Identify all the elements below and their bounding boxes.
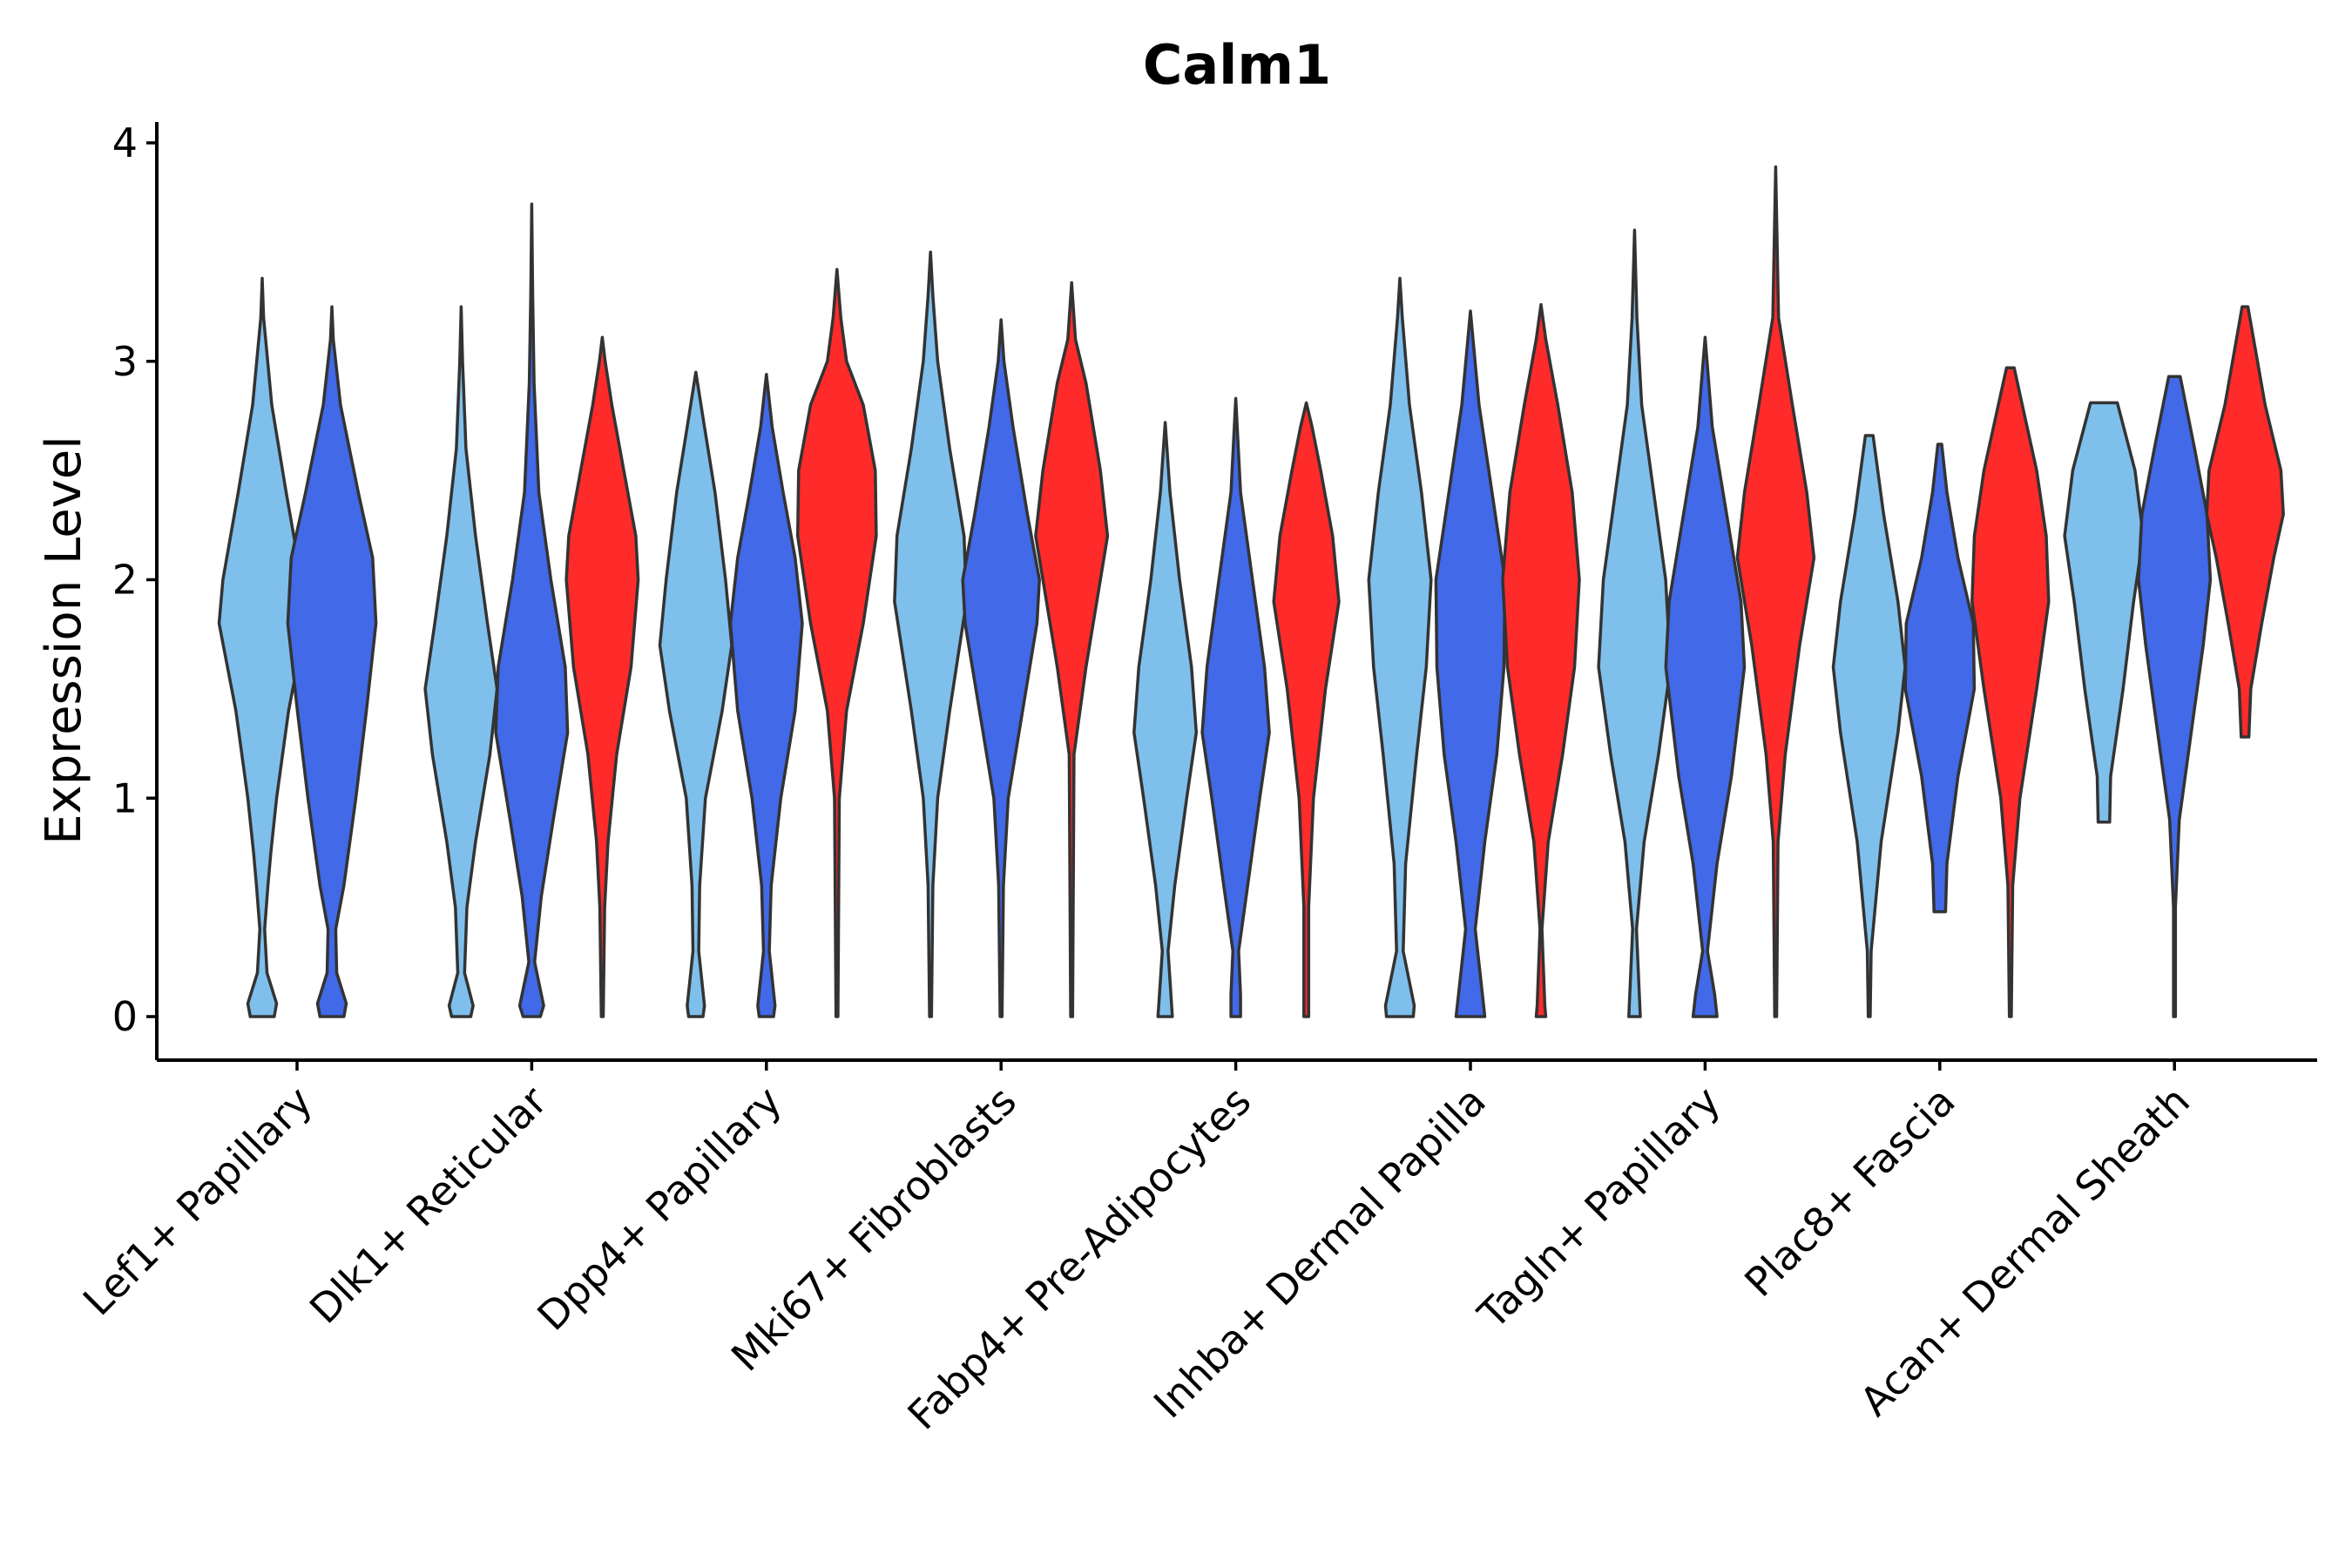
chart-title: Calm1: [1143, 33, 1331, 97]
violin-3-2: [1034, 280, 1110, 1018]
y-axis: 0 1 2 3 4: [112, 119, 159, 1060]
x-tick-label: Plac8+ Fascia: [1735, 1078, 1963, 1306]
violin-0-0: [217, 276, 308, 1018]
x-tick-label: Dlk1+ Reticular: [301, 1078, 556, 1333]
violin-7-2: [1970, 366, 2051, 1018]
y-tick-label: 2: [112, 557, 138, 604]
violin-6-2: [1735, 165, 1816, 1018]
y-tick-label: 3: [112, 338, 138, 385]
violin-8-2: [2205, 305, 2285, 739]
violin-7-0: [1831, 434, 1907, 1018]
violin-0-1: [286, 305, 378, 1018]
y-tick-label: 0: [112, 993, 138, 1040]
violin-2-2: [795, 267, 878, 1018]
violin-5-2: [1501, 302, 1581, 1018]
y-tick-label: 4: [112, 119, 138, 166]
violin-5-0: [1367, 276, 1433, 1018]
violin-2-1: [728, 373, 804, 1018]
violin-6-1: [1664, 335, 1747, 1018]
y-axis-label: Expression Level: [36, 436, 92, 845]
violin-7-1: [1903, 443, 1977, 914]
y-tick-label: 1: [112, 774, 138, 821]
violin-3-1: [961, 318, 1041, 1018]
violin-1-2: [564, 335, 640, 1018]
violin-layer: [217, 165, 2285, 1018]
violin-5-1: [1434, 309, 1507, 1018]
x-tick-label: Tagln+ Papillary: [1469, 1078, 1730, 1339]
violin-4-0: [1132, 421, 1199, 1018]
violin-4-1: [1200, 396, 1271, 1018]
violin-1-1: [494, 202, 570, 1018]
violin-2-0: [658, 370, 733, 1018]
x-tick-label: Dpp4+ Papillary: [528, 1078, 790, 1340]
violin-4-2: [1272, 401, 1341, 1018]
violin-3-0: [893, 250, 969, 1018]
violin-8-1: [2137, 375, 2213, 1018]
violin-1-0: [423, 305, 499, 1018]
violin-8-0: [2063, 401, 2146, 824]
violin-6-0: [1597, 228, 1673, 1018]
x-tick-label: Lef1+ Papillary: [74, 1078, 321, 1325]
